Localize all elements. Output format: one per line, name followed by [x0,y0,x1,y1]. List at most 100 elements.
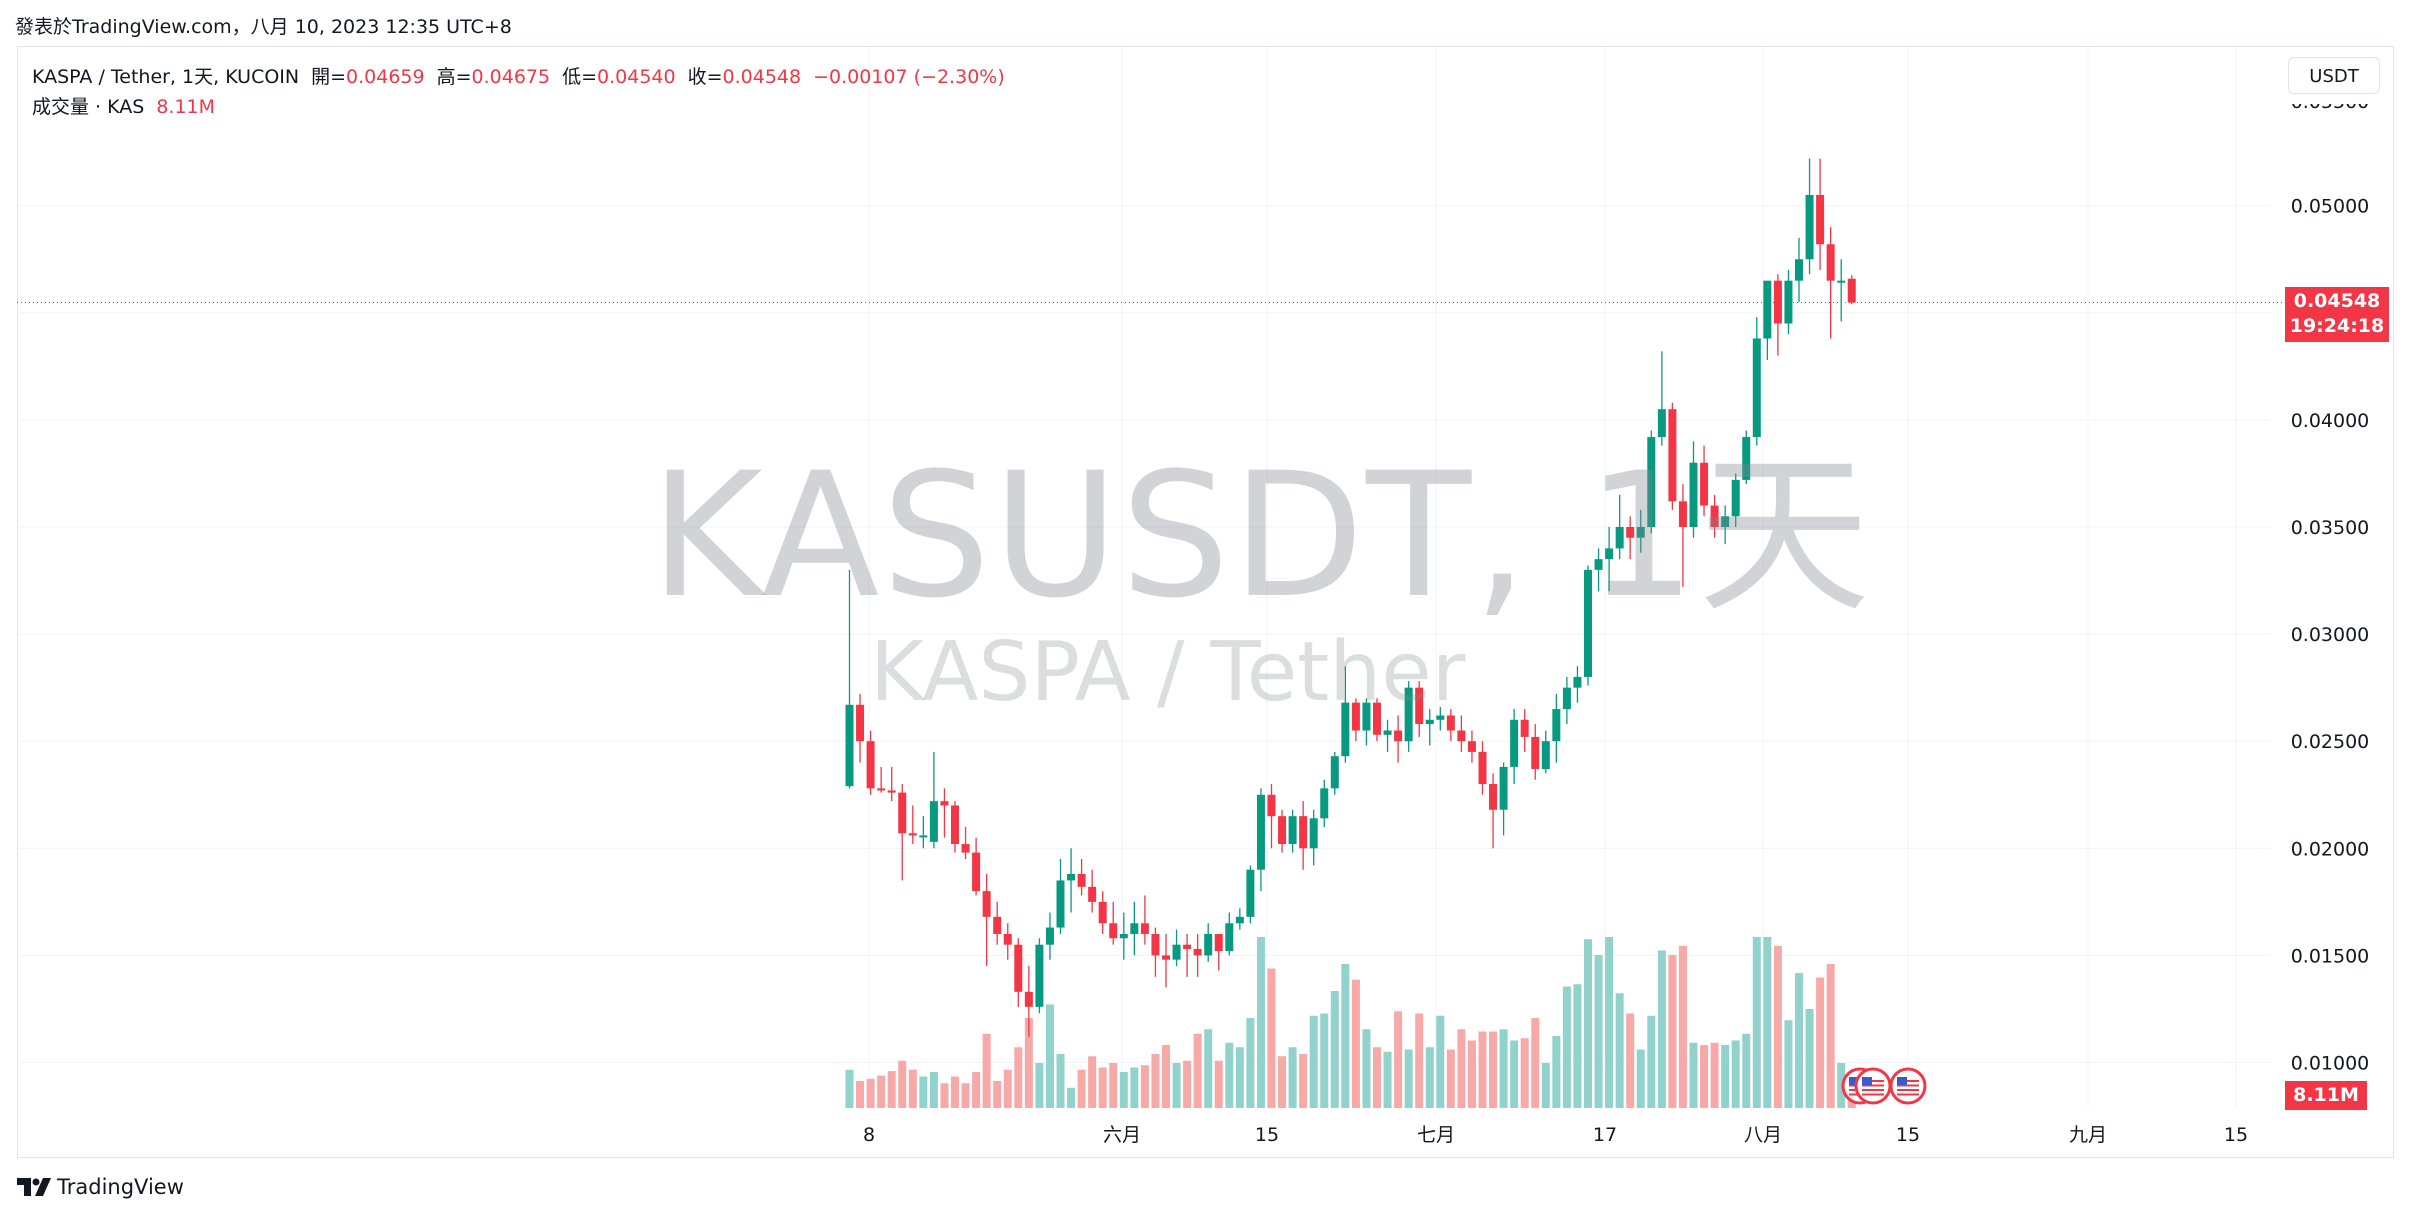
candle-body[interactable] [1752,338,1761,438]
candle-body[interactable] [1204,933,1213,956]
volume-legend-label[interactable]: 成交量 · KAS [32,96,145,118]
candle-body[interactable] [1541,741,1550,770]
candle-body[interactable] [1425,719,1434,725]
candle-body[interactable] [908,833,917,836]
candle-body[interactable] [1731,479,1740,517]
candle-body[interactable] [1520,719,1529,737]
candle-body[interactable] [1678,501,1687,527]
candle-body[interactable] [1668,409,1677,502]
candle-body[interactable] [1014,944,1023,992]
candle-body[interactable] [1657,409,1666,438]
candle-body[interactable] [1320,788,1329,819]
candle-body[interactable] [1045,927,1054,945]
candle-body[interactable] [1003,933,1012,945]
candle-body[interactable] [1805,194,1814,260]
candle-body[interactable] [1489,784,1498,810]
candle-body[interactable] [1784,280,1793,324]
candle-body[interactable] [1214,933,1223,952]
candle-body[interactable] [1278,816,1287,845]
candle-body[interactable] [1478,751,1487,785]
candle-body[interactable] [877,788,886,791]
candle-body[interactable] [1773,280,1782,324]
candle-body[interactable] [1362,702,1371,731]
candle-body[interactable] [1077,874,1086,887]
candle-body[interactable] [1594,559,1603,570]
candle-body[interactable] [1162,955,1170,960]
candle-body[interactable] [1763,280,1772,339]
candle-body[interactable] [1562,687,1571,710]
candle-body[interactable] [856,704,865,742]
candle-body[interactable] [1067,874,1076,881]
candle-body[interactable] [1837,280,1846,283]
candle-body[interactable] [1024,991,1033,1007]
candle-body[interactable] [1795,259,1803,281]
candle-body[interactable] [1109,923,1118,939]
candle-body[interactable] [951,805,959,845]
candle-body[interactable] [1193,948,1202,956]
candle-body[interactable] [1309,818,1318,849]
candle-body[interactable] [1636,527,1645,538]
candle-body[interactable] [1415,687,1424,725]
candle-body[interactable] [845,704,854,787]
candle-body[interactable] [1183,944,1192,949]
candle-body[interactable] [1246,869,1255,917]
candle-body[interactable] [1710,505,1719,527]
candle-body[interactable] [1404,687,1413,742]
candle-body[interactable] [1700,462,1709,506]
candle-body[interactable] [1288,816,1297,845]
candle-body[interactable] [1383,730,1392,735]
candle-body[interactable] [972,852,981,892]
candle-body[interactable] [1140,923,1149,934]
candle-body[interactable] [1615,527,1624,549]
candle-body[interactable] [1499,766,1508,810]
candle-body[interactable] [1573,676,1582,688]
candle-body[interactable] [1721,516,1730,527]
candle-body[interactable] [982,891,991,917]
candle-body[interactable] [1605,548,1614,560]
candle-body[interactable] [1151,933,1160,956]
candle-body[interactable] [1689,462,1698,527]
candle-body[interactable] [1341,702,1350,757]
candle-body[interactable] [1330,756,1339,789]
candle-body[interactable] [1847,278,1856,303]
candle-body[interactable] [1531,736,1540,770]
candle-body[interactable] [1351,702,1360,731]
candle-body[interactable] [1584,569,1592,677]
candle-body[interactable] [887,790,896,793]
candle-body[interactable] [993,916,1002,934]
candle-body[interactable] [1299,816,1308,849]
candle-body[interactable] [919,835,928,838]
candle-body[interactable] [1446,715,1455,731]
candle-body[interactable] [1035,944,1044,1007]
candle-body[interactable] [1457,730,1466,742]
candle-body[interactable] [1510,719,1519,767]
candle-body[interactable] [1267,794,1276,817]
candle-body[interactable] [1256,794,1265,870]
candle-body[interactable] [1172,944,1181,960]
candle-body[interactable] [1373,702,1381,735]
candle-body[interactable] [1626,527,1635,538]
candle-body[interactable] [1130,923,1139,934]
candle-body[interactable] [1394,730,1403,742]
candle-body[interactable] [1056,880,1065,928]
candle-body[interactable] [898,792,907,834]
candle-body[interactable] [1225,923,1234,952]
candle-body[interactable] [1826,244,1835,281]
candle-body[interactable] [1742,437,1751,480]
legend-symbol[interactable]: KASPA / Tether, 1天, KUCOIN [32,66,300,88]
candle-body[interactable] [1088,886,1097,902]
candle-body[interactable] [940,801,949,806]
candle-body[interactable] [1098,901,1107,924]
candle-body[interactable] [1816,194,1825,245]
candle-body[interactable] [1647,437,1656,527]
candle-body[interactable] [1119,933,1128,939]
candle-body[interactable] [1552,709,1561,742]
candle-body[interactable] [961,844,970,853]
candle-body[interactable] [1235,916,1244,924]
currency-button[interactable]: USDT [2288,57,2380,94]
candle-body[interactable] [1467,741,1476,752]
candle-body[interactable] [1436,715,1445,720]
tradingview-brand[interactable]: TradingView [17,1175,184,1199]
candle-body[interactable] [929,801,938,842]
candle-body[interactable] [866,741,875,789]
